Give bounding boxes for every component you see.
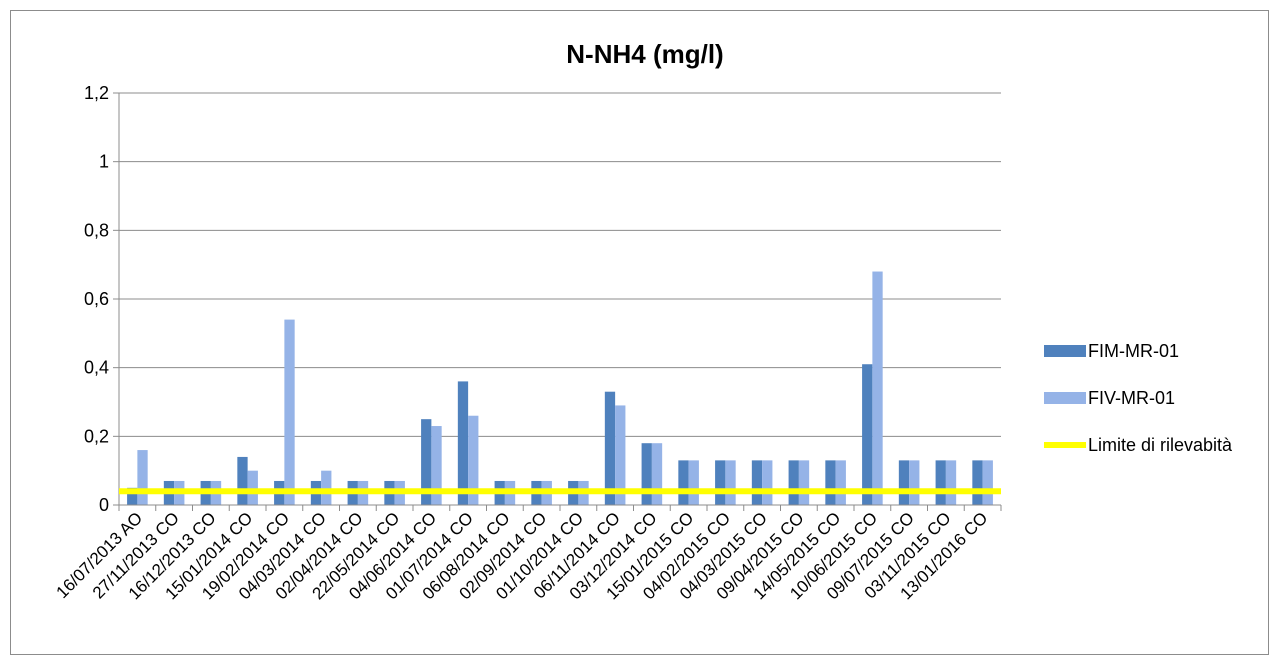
chart-frame: N-NH4 (mg/l) 0 0,2 0,4 0,6 0,8 1 1,2 16/07/201… <box>10 10 1269 655</box>
bar-fim-mr-01 <box>788 460 799 505</box>
bar-fiv-mr-01 <box>945 460 957 505</box>
bar-fiv-mr-01 <box>762 460 773 505</box>
bar-fiv-mr-01 <box>615 405 626 505</box>
bar-fiv-mr-01 <box>688 460 699 505</box>
y-axis-ticks: 0 0,2 0,4 0,6 0,8 1 1,2 <box>84 83 109 515</box>
bar-fiv-mr-01 <box>651 443 663 505</box>
bars <box>127 271 993 505</box>
legend-label: FIM-MR-01 <box>1088 341 1179 361</box>
y-tick-label: 0,8 <box>84 220 109 240</box>
bar-fiv-mr-01 <box>909 460 920 505</box>
legend-swatch <box>1044 392 1086 404</box>
y-tick-label: 1,2 <box>84 83 109 103</box>
bar-fim-mr-01 <box>935 460 946 505</box>
y-tick-label: 0 <box>99 495 109 515</box>
gridlines <box>113 92 1001 506</box>
y-tick-label: 0,2 <box>84 426 109 446</box>
bar-fim-mr-01 <box>457 381 469 505</box>
bar-fim-mr-01 <box>751 460 763 505</box>
legend-swatch <box>1044 345 1086 357</box>
bar-fiv-mr-01 <box>247 470 258 505</box>
bar-fiv-mr-01 <box>798 460 810 505</box>
bar-fim-mr-01 <box>678 460 689 505</box>
legend-label: Limite di rilevabità <box>1088 435 1233 455</box>
y-tick-label: 1 <box>99 152 109 172</box>
bar-fiv-mr-01 <box>431 426 442 505</box>
bar-fim-mr-01 <box>715 460 726 505</box>
bar-fiv-mr-01 <box>872 271 883 505</box>
legend-label: FIV-MR-01 <box>1088 388 1175 408</box>
bar-fim-mr-01 <box>641 443 652 505</box>
bar-fim-mr-01 <box>972 460 983 505</box>
bar-fiv-mr-01 <box>468 415 479 505</box>
bar-fim-mr-01 <box>237 456 248 505</box>
bar-fiv-mr-01 <box>137 450 148 505</box>
bar-chart: N-NH4 (mg/l) 0 0,2 0,4 0,6 0,8 1 1,2 16/07/201… <box>53 39 1233 603</box>
bar-fiv-mr-01 <box>725 460 736 505</box>
y-tick-label: 0,4 <box>84 358 109 378</box>
bar-fim-mr-01 <box>862 364 873 505</box>
bar-fiv-mr-01 <box>835 460 846 505</box>
bar-fim-mr-01 <box>825 460 836 505</box>
bar-fiv-mr-01 <box>284 319 295 505</box>
axes <box>118 93 1002 511</box>
legend: FIM-MR-01 FIV-MR-01 Limite di rilevabità <box>1044 341 1233 455</box>
bar-fim-mr-01 <box>604 391 616 505</box>
bar-fiv-mr-01 <box>982 460 993 505</box>
y-tick-label: 0,6 <box>84 289 109 309</box>
bar-fiv-mr-01 <box>321 470 332 505</box>
chart-title: N-NH4 (mg/l) <box>566 39 723 69</box>
bar-fim-mr-01 <box>127 487 138 505</box>
bar-fim-mr-01 <box>421 419 432 505</box>
bar-fim-mr-01 <box>898 460 910 505</box>
